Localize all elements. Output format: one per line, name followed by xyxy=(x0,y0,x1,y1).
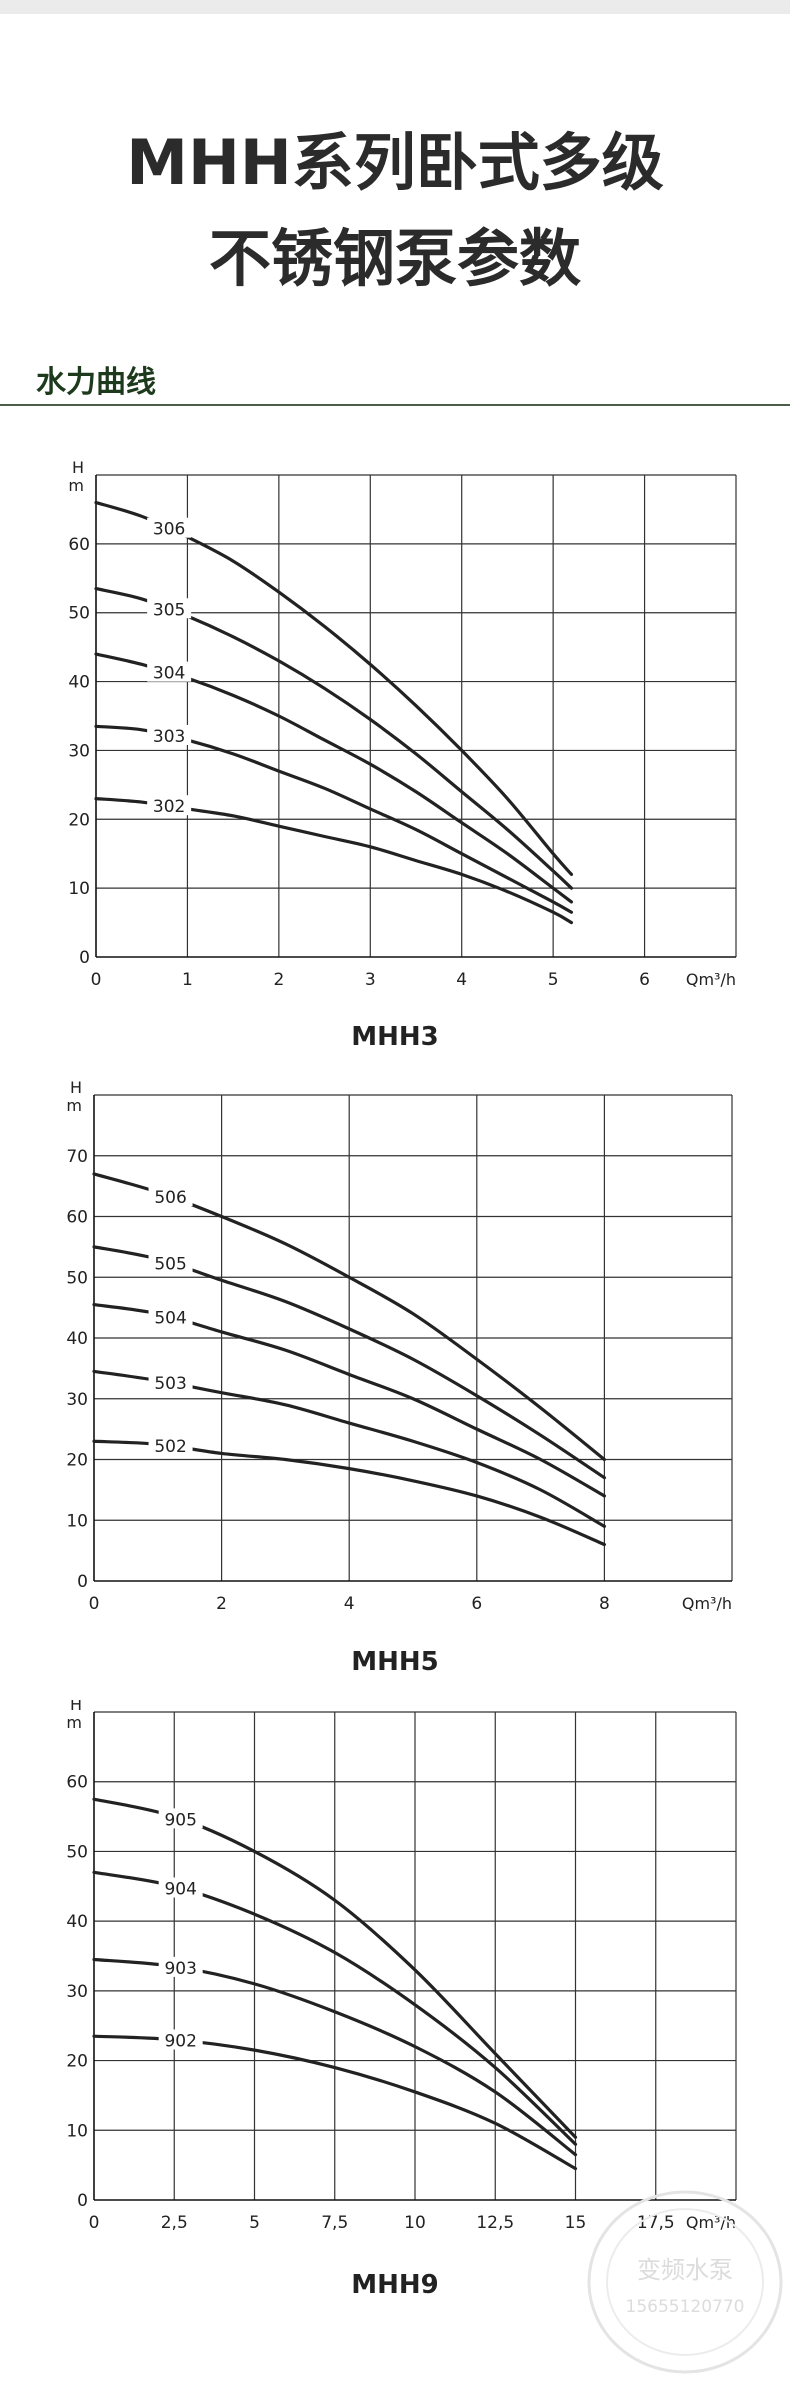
series-curve-306 xyxy=(94,500,574,876)
series-label-302: 302 xyxy=(153,797,185,817)
page-title: MHH系列卧式多级 不锈钢泵参数 xyxy=(0,115,790,307)
series-label-502: 502 xyxy=(154,1437,186,1457)
series-label-905: 905 xyxy=(164,1810,196,1830)
chart-caption-mhh9: MHH9 xyxy=(351,2270,439,2300)
y-axis-label: m xyxy=(68,476,84,495)
x-axis-label: Qm³/h xyxy=(682,1594,732,1613)
x-tick-label: 12,5 xyxy=(476,2213,514,2233)
y-tick-label: 50 xyxy=(68,604,90,624)
x-tick-label: 4 xyxy=(456,970,467,990)
y-tick-label: 20 xyxy=(66,2052,88,2072)
title-line-1: MHH系列卧式多级 xyxy=(126,126,664,199)
series-label-bg xyxy=(147,724,192,745)
title-line-2: 不锈钢泵参数 xyxy=(208,222,581,295)
series-label-504: 504 xyxy=(154,1308,186,1328)
series-label-bg xyxy=(148,1252,193,1273)
y-tick-label: 0 xyxy=(77,1572,88,1592)
x-tick-label: 0 xyxy=(89,1594,100,1614)
y-axis-label: m xyxy=(66,1713,82,1732)
series-label-bg xyxy=(148,1435,193,1456)
y-tick-label: 50 xyxy=(66,1842,88,1862)
chart-mhh5: 0 2 4 6 8 0 10 20 30 40 50 60 70 Hm Qm³/h 506 505 504 503 5… xyxy=(66,1078,733,1614)
series-label-304: 304 xyxy=(153,664,185,684)
series-label-306: 306 xyxy=(153,520,185,540)
y-axis-label: H xyxy=(70,1700,82,1714)
x-tick-label: 2 xyxy=(273,970,284,990)
series-label-bg xyxy=(147,598,192,619)
chart-mhh9: 0 2,5 5 7,5 10 12,5 15 17,50102030405060HmQm³/h… xyxy=(66,1700,737,2233)
x-tick-label: 10 xyxy=(404,2213,426,2233)
y-tick-label: 40 xyxy=(66,1329,88,1349)
y-tick-label: 40 xyxy=(68,673,90,693)
series-label-bg xyxy=(158,1877,203,1898)
y-tick-label: 10 xyxy=(66,1511,88,1531)
y-tick-label: 30 xyxy=(68,741,90,761)
y-tick-label: 30 xyxy=(66,1390,88,1410)
x-tick-label: 0 xyxy=(89,2213,100,2233)
series-label-bg xyxy=(158,2029,203,2050)
x-tick-label: 6 xyxy=(639,970,650,990)
y-tick-label: 10 xyxy=(66,2121,88,2141)
series-label-bg xyxy=(148,1186,193,1207)
chart-caption-mhh5: MHH5 xyxy=(351,1647,439,1677)
chart-caption-mhh3: MHH3 xyxy=(351,1022,439,1052)
y-tick-label: 50 xyxy=(66,1268,88,1288)
y-axis-label: H xyxy=(70,1078,82,1097)
y-tick-label: 0 xyxy=(79,948,90,968)
watermark-seal: 变频水泵 15655120770 xyxy=(587,2190,783,2374)
series-label-902: 902 xyxy=(164,2031,196,2051)
x-tick-label: 6 xyxy=(471,1594,482,1614)
y-tick-label: 70 xyxy=(66,1147,88,1167)
x-axis-label: Qm³/h xyxy=(686,970,736,989)
series-label-903: 903 xyxy=(164,1959,196,1979)
series-label-bg xyxy=(148,1371,193,1392)
series-label-505: 505 xyxy=(154,1254,186,1274)
x-tick-label: 8 xyxy=(599,1594,610,1614)
section-divider xyxy=(0,404,790,406)
series-curve-302 xyxy=(94,797,574,925)
y-tick-label: 30 xyxy=(66,1982,88,2002)
x-tick-label: 5 xyxy=(548,970,559,990)
series-label-904: 904 xyxy=(164,1880,196,1900)
x-tick-label: 15 xyxy=(565,2213,587,2233)
y-tick-label: 20 xyxy=(68,810,90,830)
x-tick-label: 7,5 xyxy=(321,2213,348,2233)
series-curve-304 xyxy=(94,652,574,904)
series-label-503: 503 xyxy=(154,1374,186,1394)
watermark-text: 变频水泵 xyxy=(637,2256,733,2284)
x-tick-label: 0 xyxy=(91,970,102,990)
x-tick-label: 2,5 xyxy=(161,2213,188,2233)
y-tick-label: 60 xyxy=(66,1208,88,1228)
series-label-bg xyxy=(147,795,192,816)
y-tick-label: 40 xyxy=(66,1912,88,1932)
series-label-bg xyxy=(148,1306,193,1327)
series-label-bg xyxy=(147,661,192,682)
y-tick-label: 10 xyxy=(68,879,90,899)
y-axis-label: m xyxy=(66,1096,82,1115)
y-tick-label: 20 xyxy=(66,1451,88,1471)
section-heading: 水力曲线 xyxy=(36,365,156,400)
y-tick-label: 0 xyxy=(77,2191,88,2211)
series-label-303: 303 xyxy=(153,727,185,747)
series-label-bg xyxy=(158,1808,203,1829)
chart-mhh3: 0 1 2 3 4 5 60102030405060HmQm³/h3063053043033… xyxy=(68,458,737,990)
y-tick-label: 60 xyxy=(68,535,90,555)
watermark-phone: 15655120770 xyxy=(626,2297,745,2317)
y-axis-label: H xyxy=(72,458,84,477)
top-strip xyxy=(0,0,790,14)
series-label-305: 305 xyxy=(153,600,185,620)
series-label-bg xyxy=(147,517,192,538)
series-label-506: 506 xyxy=(154,1188,186,1208)
x-tick-label: 4 xyxy=(344,1594,355,1614)
x-tick-label: 1 xyxy=(182,970,193,990)
x-tick-label: 2 xyxy=(216,1594,227,1614)
x-tick-label: 5 xyxy=(249,2213,260,2233)
x-tick-label: 3 xyxy=(365,970,376,990)
series-label-bg xyxy=(158,1956,203,1977)
y-tick-label: 60 xyxy=(66,1773,88,1793)
